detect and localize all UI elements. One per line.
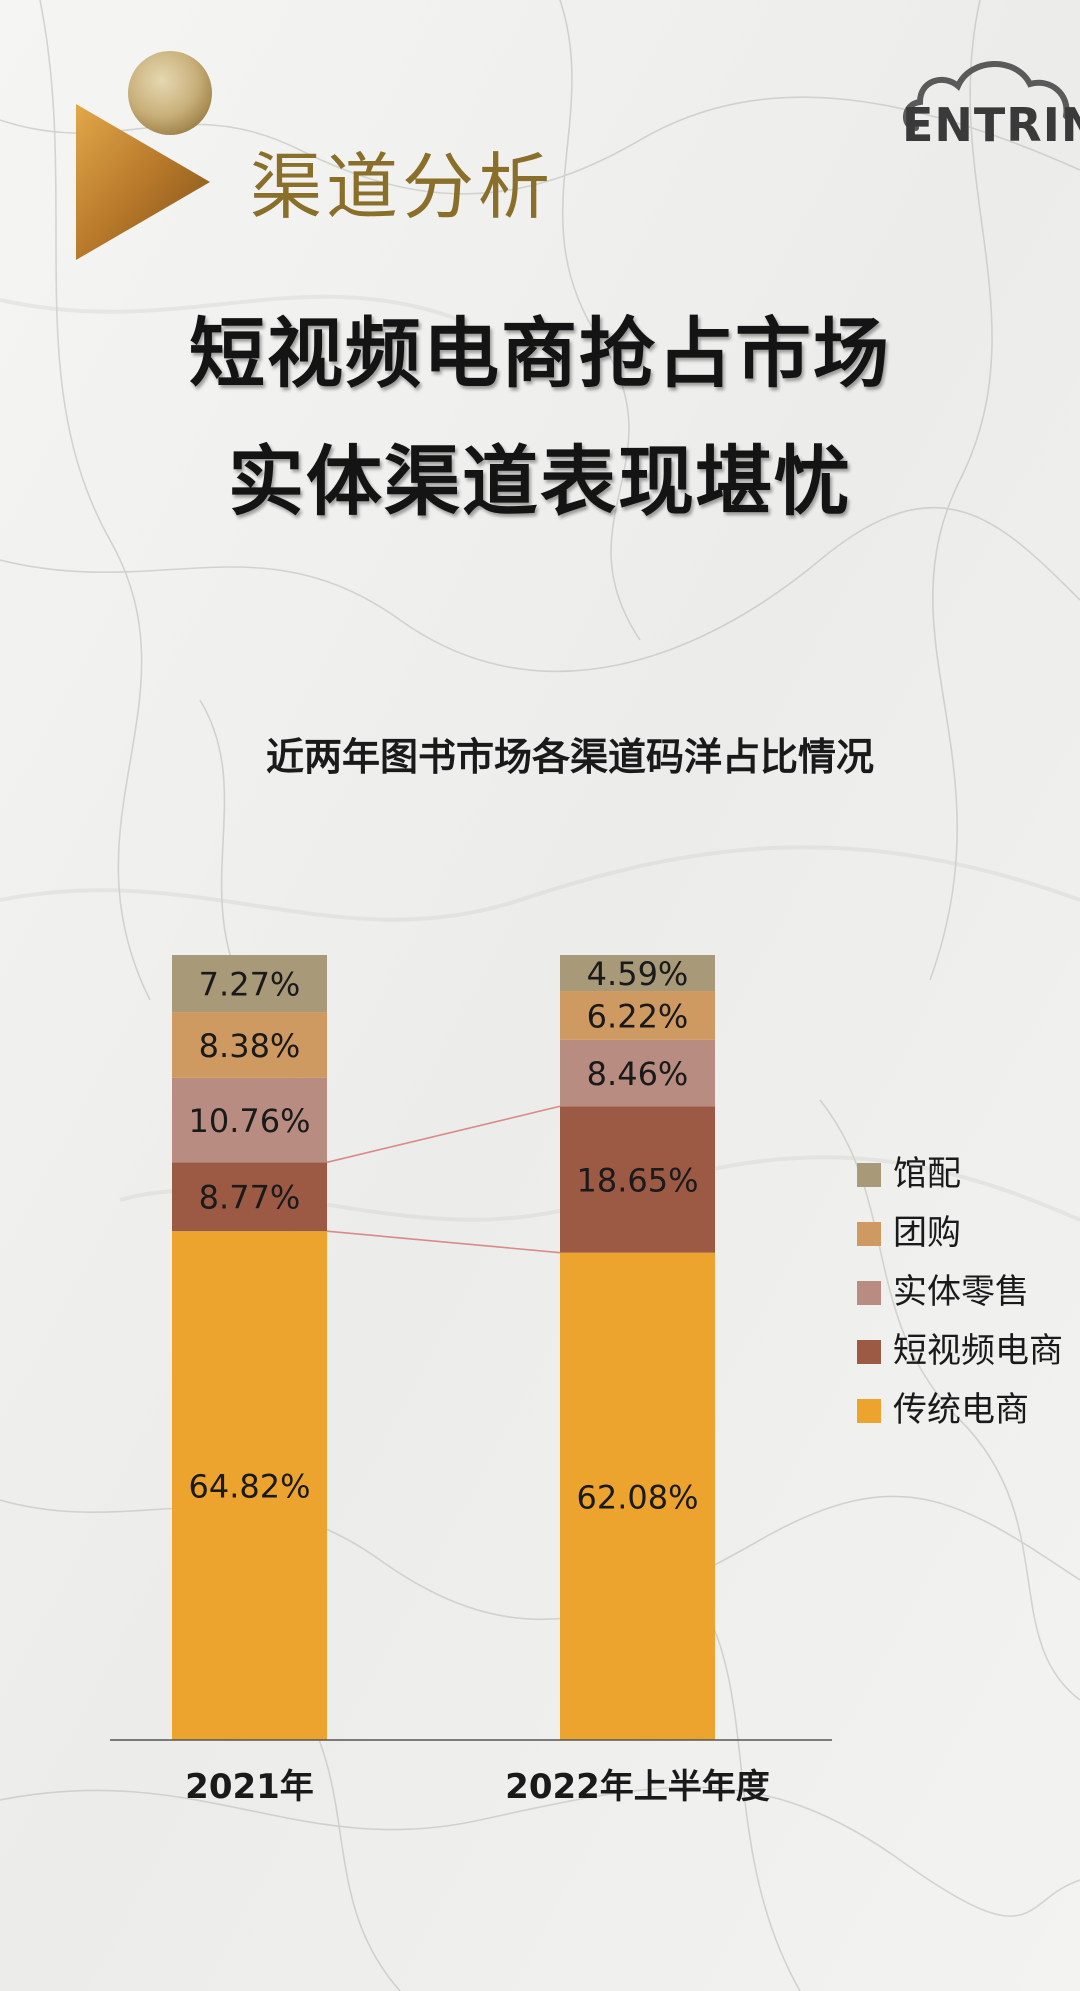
bar-value-label: 8.46%	[587, 1055, 689, 1093]
legend-swatch	[857, 1163, 881, 1187]
legend-label: 团购	[893, 1213, 961, 1253]
bar-segment	[560, 1106, 715, 1253]
bar-value-label: 62.08%	[576, 1478, 698, 1516]
headline-line-2: 实体渠道表现堪忧	[228, 437, 852, 526]
chart-title: 近两年图书市场各渠道码洋占比情况	[266, 735, 874, 779]
bar-segment	[172, 1077, 327, 1163]
gold-triangle-icon	[76, 104, 210, 260]
bar-value-label: 8.77%	[199, 1179, 301, 1217]
cloud-logo-icon	[903, 61, 1070, 131]
brand-logo-text: ENTRIN	[902, 98, 1080, 152]
connector-line	[326, 1105, 561, 1164]
legend-swatch	[857, 1222, 881, 1246]
bar-value-label: 6.22%	[587, 997, 689, 1035]
bar-segment	[560, 1039, 715, 1107]
legend-label: 实体零售	[893, 1272, 1029, 1312]
headline-line-1: 短视频电商抢占市场	[189, 309, 891, 398]
x-tick-label: 2022年上半年度	[505, 1767, 770, 1807]
bar-segment	[560, 955, 715, 992]
connector-lines	[326, 1105, 561, 1254]
bar-value-labels: 64.82% 8.77% 10.76% 8.38% 7.27% 62.08% 18.65% 8…	[188, 955, 698, 1516]
x-tick-label: 2021年	[185, 1767, 314, 1807]
gold-circle-icon	[128, 51, 212, 135]
bar-segment	[560, 1252, 715, 1740]
section-title: 渠道分析	[250, 145, 555, 229]
connector-line	[326, 1230, 561, 1254]
bar-segment	[172, 1012, 327, 1078]
legend-swatch	[857, 1340, 881, 1364]
bar-group	[172, 955, 715, 1740]
legend-label: 传统电商	[893, 1390, 1029, 1430]
legend-swatch	[857, 1281, 881, 1305]
bar-value-label: 10.76%	[188, 1102, 310, 1140]
bar-segment	[172, 955, 327, 1013]
bar-segment	[172, 1231, 327, 1740]
bar-segment	[172, 1162, 327, 1232]
legend-label: 短视频电商	[893, 1331, 1063, 1371]
legend-swatch	[857, 1399, 881, 1423]
bar-segment	[560, 991, 715, 1040]
bar-value-label: 7.27%	[199, 966, 301, 1004]
bar-value-label: 4.59%	[587, 955, 689, 993]
bar-value-label: 18.65%	[576, 1161, 698, 1199]
bar-value-label: 64.82%	[188, 1468, 310, 1506]
legend-label: 馆配	[893, 1154, 961, 1194]
x-tick-labels: 2021年 2022年上半年度	[185, 1767, 770, 1807]
bar-value-label: 8.38%	[199, 1027, 301, 1065]
